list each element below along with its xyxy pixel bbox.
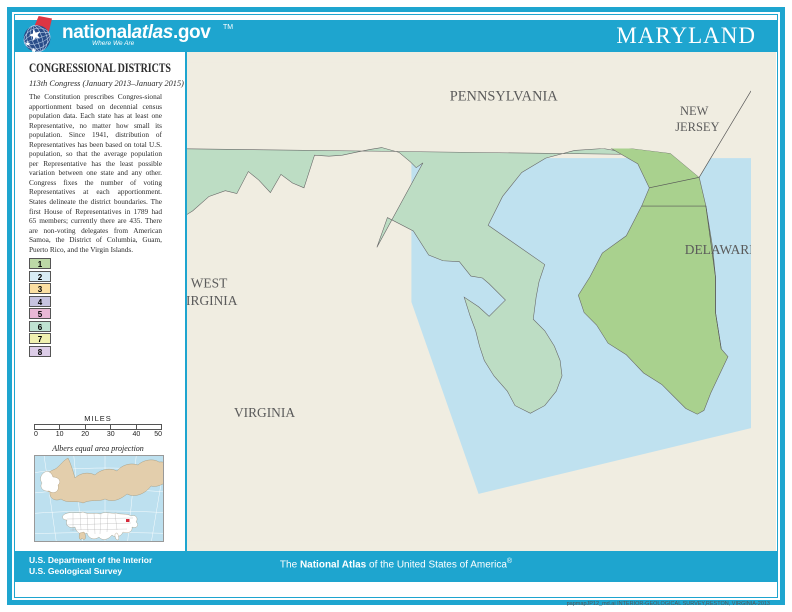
svg-text:JERSEY: JERSEY	[675, 120, 719, 134]
svg-text:DELAWARE: DELAWARE	[685, 242, 751, 257]
svg-text:VIRGINIA: VIRGINIA	[234, 405, 295, 420]
svg-text:VIRGINIA: VIRGINIA	[187, 293, 238, 308]
svg-text:WEST: WEST	[191, 276, 228, 291]
svg-text:PENNSYLVANIA: PENNSYLVANIA	[450, 89, 558, 105]
svg-text:NEW: NEW	[680, 104, 709, 118]
